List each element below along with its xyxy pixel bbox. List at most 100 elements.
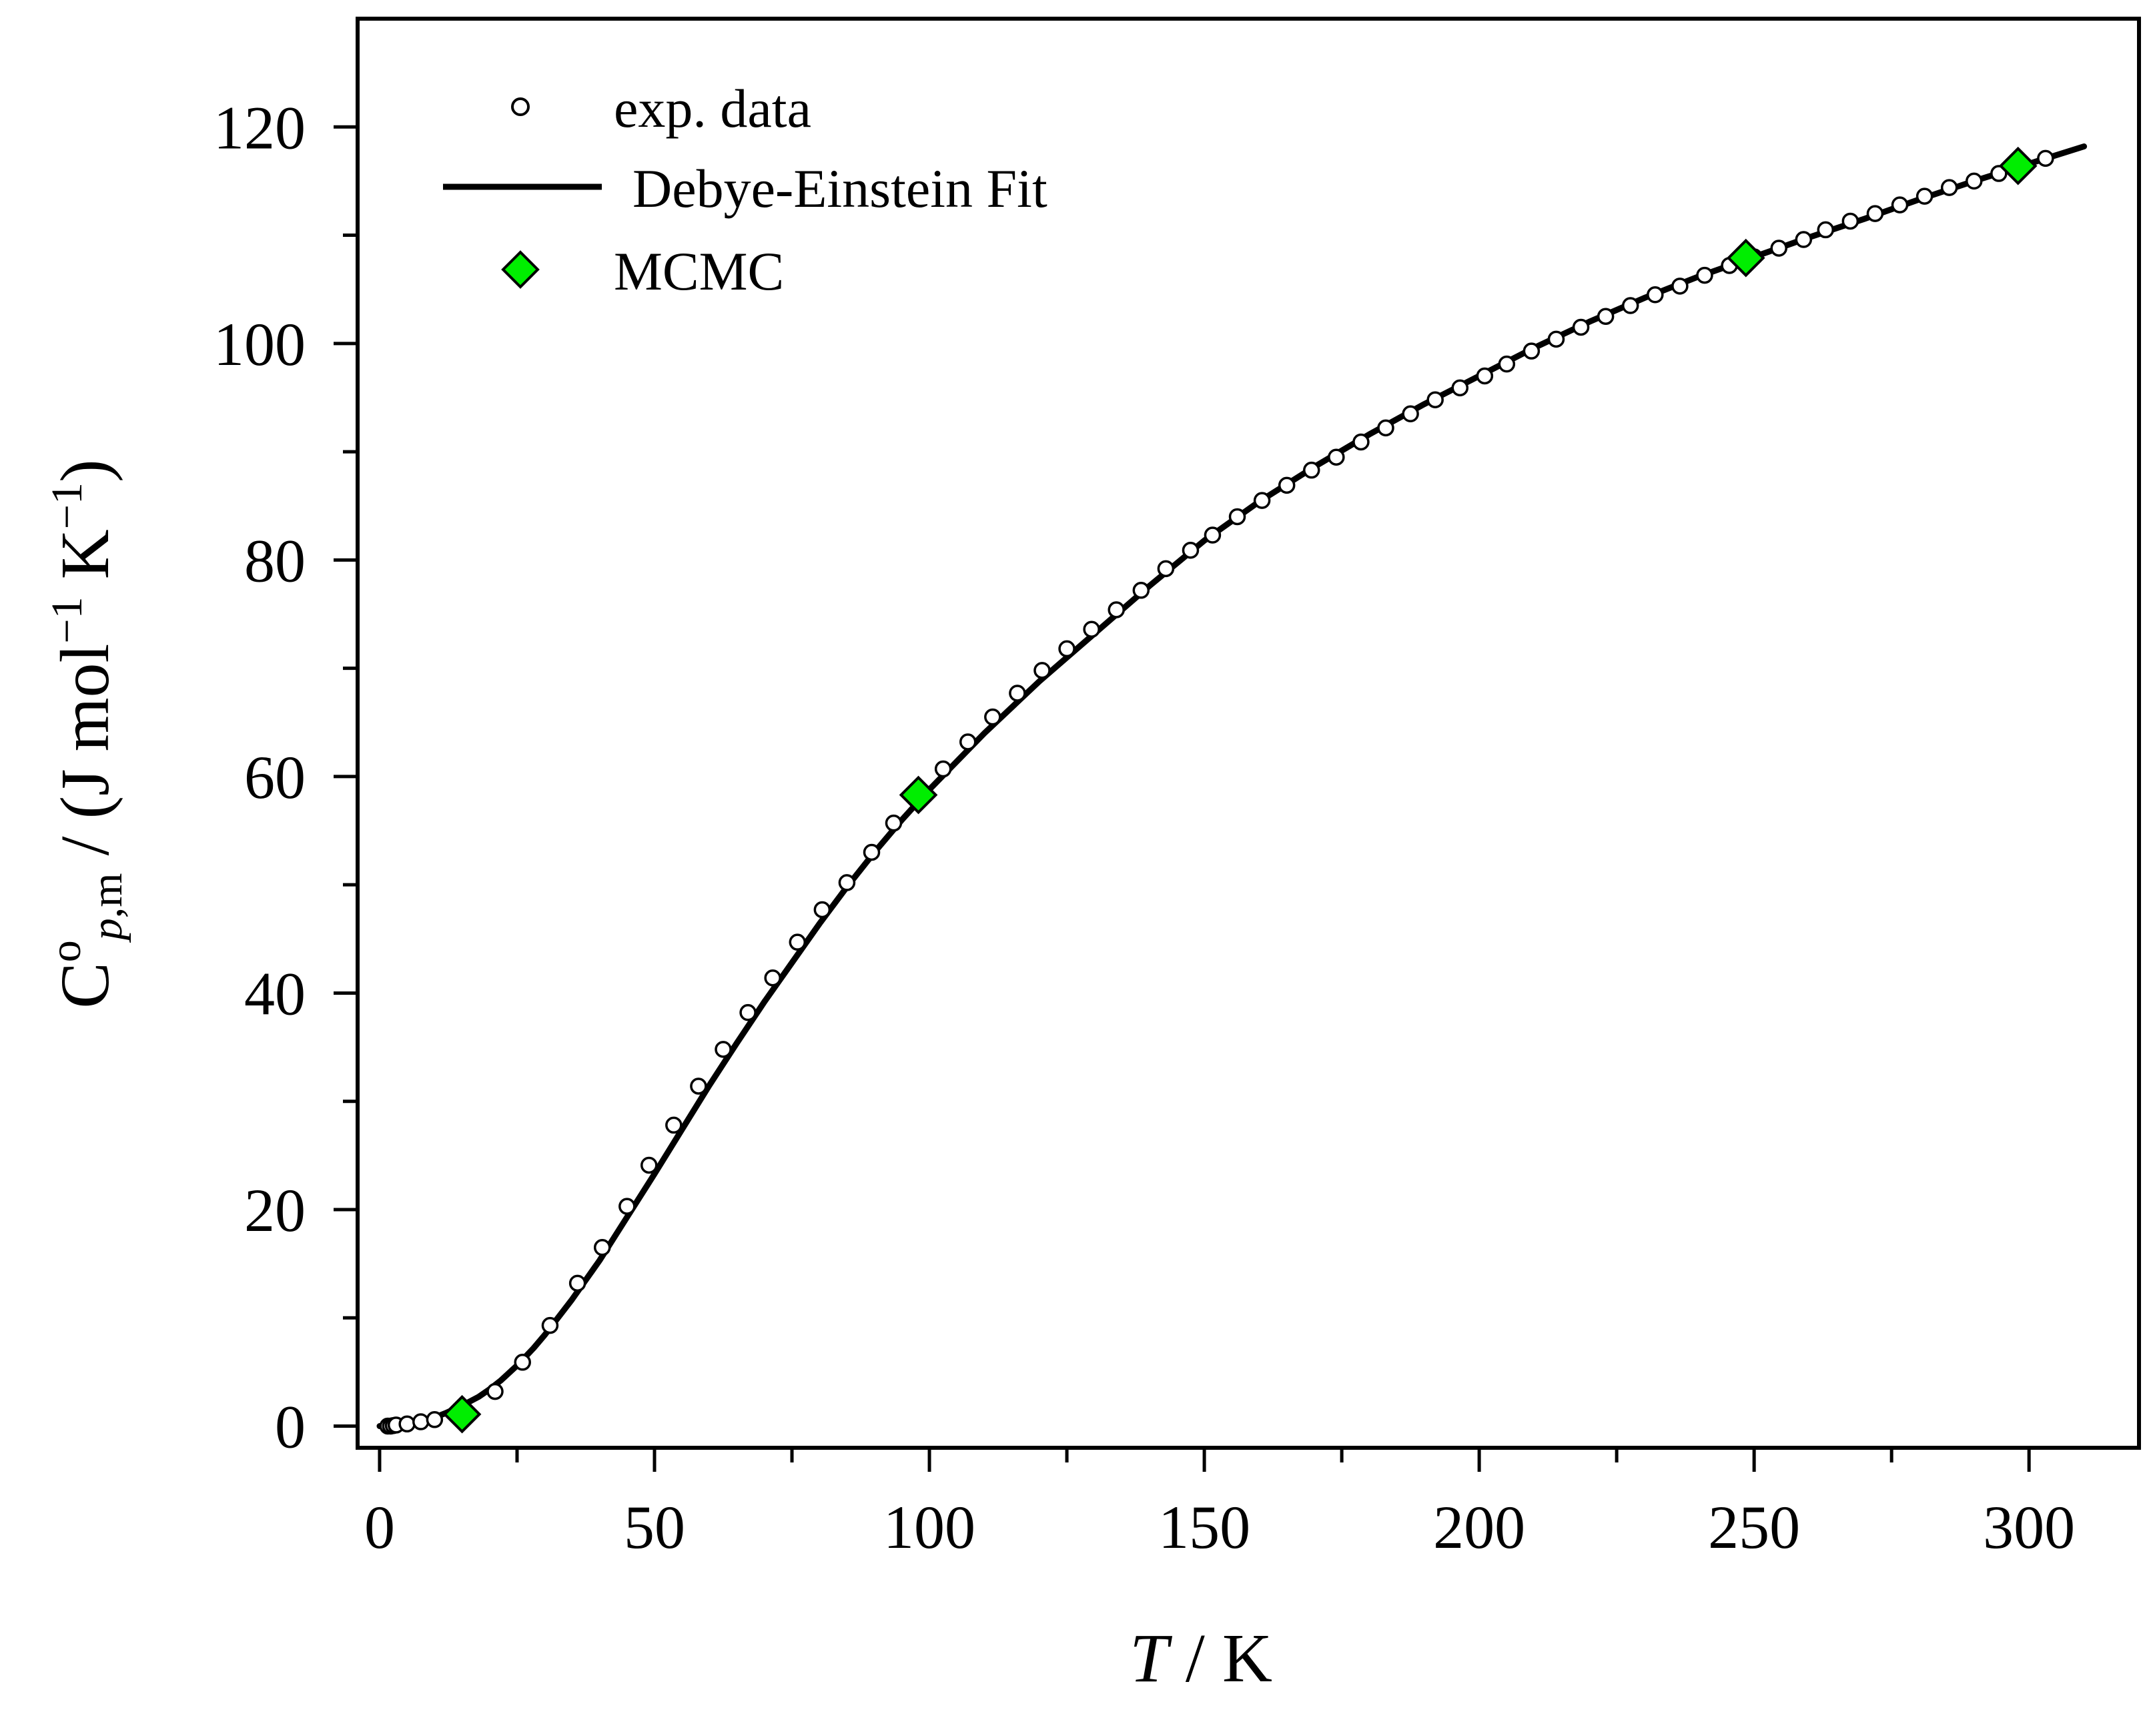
exp-data-point bbox=[1033, 662, 1051, 679]
exp-data-point bbox=[984, 708, 1001, 726]
legend-fit-label: Debye-Einstein Fit bbox=[632, 158, 1047, 219]
y-axis-unit-exp2: −1 bbox=[43, 482, 91, 529]
exp-data-point bbox=[1009, 685, 1026, 702]
y-axis-unit-mid: K bbox=[47, 529, 123, 596]
exp-data-point bbox=[1547, 330, 1565, 348]
exp-data-point bbox=[1476, 367, 1494, 385]
exp-data-point bbox=[1990, 165, 2008, 182]
x-tick-label: 150 bbox=[1158, 1493, 1250, 1561]
plot-frame bbox=[356, 17, 2141, 1450]
exp-data-point bbox=[739, 1003, 757, 1021]
exp-data-point bbox=[764, 969, 781, 987]
exp-data-point bbox=[959, 733, 977, 751]
exp-data-point bbox=[1278, 476, 1296, 494]
y-axis-unit-exp1: −1 bbox=[43, 596, 91, 643]
x-tick-label: 50 bbox=[624, 1493, 685, 1561]
exp-data-point bbox=[665, 1116, 683, 1134]
y-tick-label: 0 bbox=[275, 1393, 306, 1461]
exp-data-point bbox=[1671, 278, 1689, 295]
exp-data-point bbox=[640, 1156, 658, 1174]
exp-data-point bbox=[1940, 179, 1958, 196]
mcmc-point bbox=[1726, 238, 1765, 278]
x-axis-var: T bbox=[1130, 1620, 1172, 1697]
y-axis-subscript-p: p bbox=[83, 918, 131, 943]
exp-data-point bbox=[1647, 286, 1664, 304]
exp-data-point bbox=[426, 1411, 444, 1428]
exp-data-point bbox=[1915, 187, 1933, 205]
x-axis-unit: K bbox=[1222, 1620, 1272, 1697]
exp-data-point bbox=[1841, 212, 1859, 230]
exp-data-point bbox=[1696, 266, 1713, 284]
y-axis-sep: / bbox=[47, 819, 123, 873]
y-tick-label: 120 bbox=[213, 93, 306, 161]
y-tick-label: 60 bbox=[244, 743, 306, 811]
exp-data-point bbox=[1523, 342, 1541, 360]
exp-data-point bbox=[1157, 560, 1175, 578]
exp-data-point bbox=[1426, 391, 1444, 408]
legend-exp-label: exp. data bbox=[614, 78, 811, 139]
exp-data-point bbox=[514, 1354, 531, 1371]
y-axis-ticks: 0 20 40 60 80 100 120 bbox=[213, 93, 358, 1461]
exp-data-point bbox=[398, 1415, 416, 1433]
mcmc-point bbox=[1998, 146, 2038, 185]
exp-data-point bbox=[1352, 433, 1370, 451]
exp-data-point bbox=[1228, 508, 1246, 526]
y-axis-title: Cop,m / (J mol−1 K−1) bbox=[41, 459, 131, 1008]
x-axis-ticks: 0 50 100 150 200 250 300 bbox=[364, 1448, 2075, 1561]
exp-data-point bbox=[2037, 149, 2054, 167]
mcmc-point bbox=[899, 775, 938, 815]
exp-data-point bbox=[1795, 231, 1813, 248]
legend-mcmc-marker bbox=[501, 250, 540, 289]
exp-data-point bbox=[1108, 601, 1125, 618]
exp-data-point bbox=[1253, 492, 1271, 509]
exp-data-point bbox=[1621, 297, 1639, 314]
y-tick-label: 40 bbox=[244, 959, 306, 1027]
x-tick-label: 0 bbox=[364, 1493, 395, 1561]
exp-data-point bbox=[1204, 526, 1222, 544]
exp-data-point bbox=[715, 1041, 732, 1058]
mcmc-layer bbox=[442, 146, 2038, 1434]
exp-data-point bbox=[885, 814, 903, 832]
exp-data-point bbox=[541, 1316, 559, 1334]
exp-data-point bbox=[813, 901, 831, 919]
exp-data-point bbox=[1572, 318, 1590, 336]
y-axis-subscript-m: ,m bbox=[83, 873, 131, 918]
exp-data-point bbox=[486, 1382, 504, 1400]
x-tick-label: 200 bbox=[1433, 1493, 1525, 1561]
exp-data-point bbox=[1817, 221, 1835, 239]
x-axis-title: T / K bbox=[1130, 1620, 1272, 1697]
x-tick-label: 100 bbox=[883, 1493, 975, 1561]
y-tick-label: 80 bbox=[244, 526, 306, 594]
exp-data-point bbox=[1132, 582, 1150, 599]
exp-data-point bbox=[1058, 640, 1076, 658]
exp-data-point bbox=[1402, 405, 1419, 423]
exp-data-point bbox=[1770, 240, 1787, 257]
y-axis-superscript: o bbox=[41, 940, 90, 962]
exp-data-point bbox=[1966, 172, 1983, 190]
x-tick-label: 250 bbox=[1708, 1493, 1800, 1561]
x-axis-sep: / bbox=[1168, 1620, 1222, 1697]
exp-data-point bbox=[934, 760, 952, 778]
x-tick-label: 300 bbox=[1983, 1493, 2075, 1561]
exp-data-point bbox=[1597, 308, 1615, 325]
exp-data-point bbox=[863, 843, 881, 861]
exp-data-point bbox=[593, 1239, 611, 1256]
exp-data-point bbox=[1328, 448, 1345, 466]
exp-data-point bbox=[1182, 542, 1200, 559]
y-tick-label: 100 bbox=[213, 310, 306, 378]
exp-data-point bbox=[690, 1077, 707, 1095]
exp-data-point bbox=[789, 933, 807, 951]
exp-data-point bbox=[1303, 461, 1320, 479]
exp-data-point bbox=[618, 1198, 636, 1215]
exp-data-point bbox=[568, 1274, 586, 1292]
legend: exp. data Debye-Einstein Fit MCMC bbox=[443, 78, 1047, 302]
y-tick-label: 20 bbox=[244, 1176, 306, 1244]
y-axis-unit-close: ) bbox=[47, 459, 123, 482]
exp-data-point bbox=[1891, 196, 1909, 213]
legend-mcmc-label: MCMC bbox=[614, 241, 784, 302]
legend-exp-marker bbox=[511, 97, 530, 116]
exp-data-point bbox=[1498, 355, 1516, 373]
exp-data-point bbox=[1377, 419, 1394, 437]
